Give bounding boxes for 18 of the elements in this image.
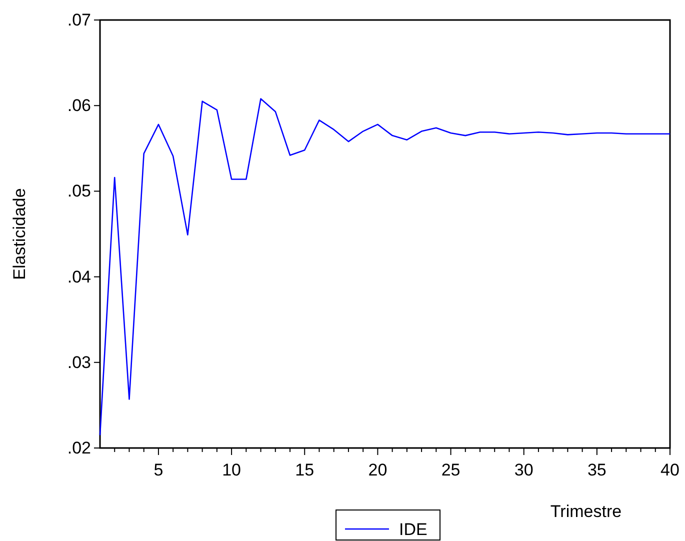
y-tick-label: .04 [67,267,91,286]
x-axis-title: Trimestre [550,502,622,521]
y-tick-label: .02 [67,438,91,458]
y-tick-label: .03 [67,352,91,372]
x-tick-label: 25 [441,460,460,480]
x-tick-label: 15 [295,460,314,480]
line-series [99,98,671,436]
y-tick-label: .07 [67,10,91,30]
x-tick-label: 20 [368,460,388,480]
y-tick-label: .06 [67,96,91,116]
x-tick-label: 35 [587,460,606,480]
legend-label: IDE [399,520,428,539]
y-axis-title: Elasticidade [10,188,29,280]
x-tick-label: 10 [222,460,241,480]
y-tick-label: .05 [67,182,91,201]
x-tick-label: 40 [660,460,680,480]
x-tick-label: 30 [514,460,534,480]
x-tick-label: 5 [154,460,164,480]
